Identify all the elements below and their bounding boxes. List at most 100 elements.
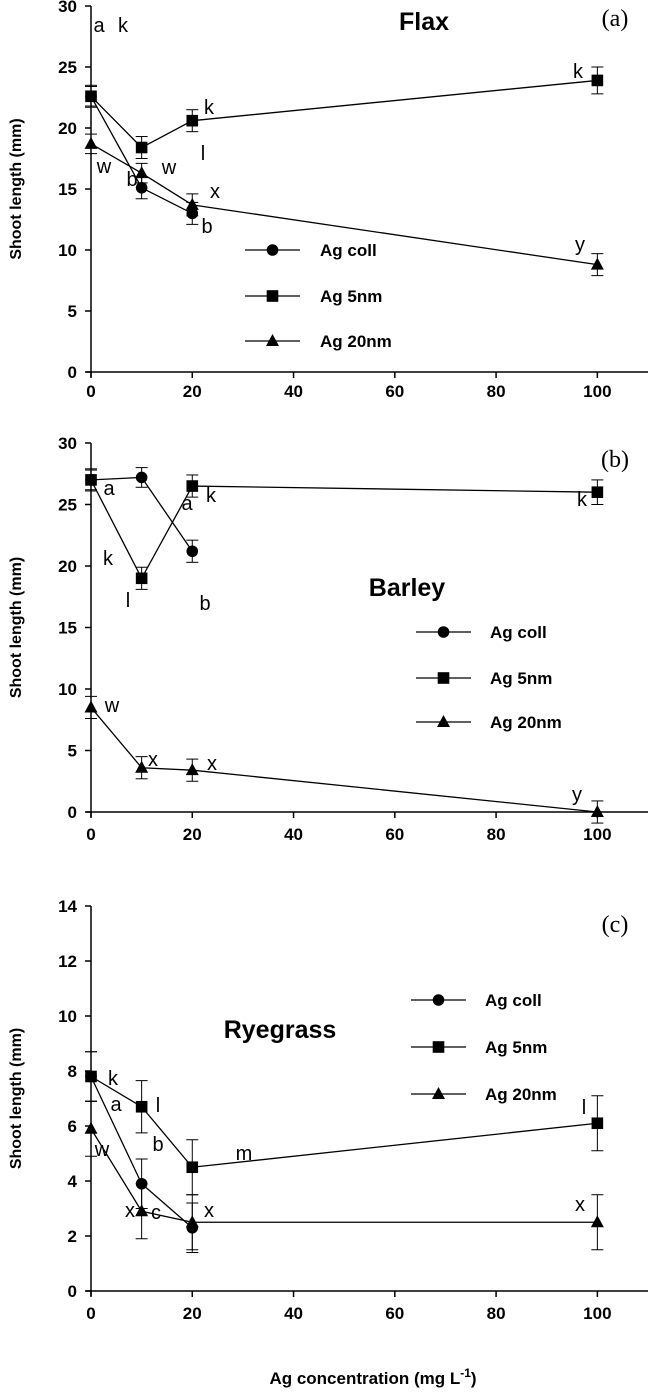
significance-letter: w (104, 695, 120, 717)
x-tick-label: 40 (284, 825, 303, 844)
legend: Ag coll Ag 5nm Ag 20nm (416, 623, 562, 732)
y-tick-label: 0 (68, 803, 77, 822)
x-tick-label: 60 (385, 1304, 404, 1323)
x-axis-label: Ag concentration (mg L-1) (269, 1366, 476, 1388)
panel-label: (a) (602, 6, 629, 32)
panel-label: (c) (602, 912, 629, 938)
legend-marker (266, 334, 279, 346)
legend-marker (437, 672, 450, 684)
significance-letter: b (126, 169, 137, 191)
series-triangle: w x x x (84, 1100, 604, 1251)
y-tick-label: 25 (58, 58, 77, 77)
panel-c: 0 2 4 6 8 10 12 14 0 20 40 60 80 100 Shoot length (mm)… (8, 897, 648, 1323)
significance-letter: l (156, 1095, 160, 1117)
y-tick-label: 6 (68, 1117, 77, 1136)
x-tick-label: 0 (86, 1304, 95, 1323)
data-point (84, 136, 98, 149)
series-line (90, 707, 598, 813)
x-tick-label: 100 (583, 382, 611, 401)
data-point (185, 197, 199, 210)
legend-marker (437, 626, 450, 638)
data-point (135, 1100, 148, 1113)
y-tick-label: 5 (68, 302, 77, 321)
data-point (135, 181, 148, 194)
significance-letter: y (572, 784, 582, 806)
x-tick-label: 100 (583, 825, 611, 844)
y-axis-label: Shoot length (mm) (8, 557, 25, 698)
legend-entry: Ag 5nm (485, 1038, 547, 1057)
data-point (135, 471, 148, 484)
chart-title: Flax (399, 8, 449, 36)
data-point (135, 166, 149, 179)
panel-b: 0 5 10 15 20 25 30 0 20 40 60 80 100 Shoot length (mm… (8, 434, 648, 844)
y-tick-label: 20 (58, 119, 77, 138)
significance-letter: k (206, 485, 217, 507)
y-tick-label: 15 (58, 619, 77, 638)
data-point (186, 545, 199, 558)
x-tick-label: 40 (284, 382, 303, 401)
significance-letter: l (126, 590, 130, 612)
x-tick-label: 0 (86, 825, 95, 844)
legend-entry: Ag 5nm (490, 669, 552, 688)
significance-letter: x (204, 1200, 214, 1222)
y-axis-label: Shoot length (mm) (8, 118, 25, 259)
significance-letter: m (236, 1143, 253, 1165)
data-point (85, 474, 97, 486)
y-tick-label: 0 (68, 363, 77, 382)
significance-letter: k (103, 548, 114, 570)
y-tick-label: 20 (58, 557, 77, 576)
significance-letter: w (161, 157, 177, 179)
y-tick-label: 5 (68, 742, 77, 761)
data-point (590, 257, 604, 270)
legend-entry: Ag 20nm (485, 1085, 557, 1104)
y-tick-label: 14 (58, 897, 77, 916)
y-axis-label: Shoot length (mm) (8, 1028, 25, 1169)
significance-letter: w (94, 1139, 110, 1161)
legend-entry: Ag 20nm (320, 332, 392, 351)
significance-letter: x (148, 749, 158, 771)
data-point (591, 74, 604, 87)
significance-letter: b (152, 1134, 163, 1156)
y-tick-label: 4 (68, 1172, 78, 1191)
x-tick-label: 20 (183, 1304, 202, 1323)
y-tick-label: 10 (58, 1007, 77, 1026)
data-point (590, 1215, 604, 1228)
data-point (135, 141, 148, 154)
legend-marker (432, 994, 445, 1006)
x-tick-label: 0 (86, 382, 95, 401)
legend-entry: Ag coll (490, 623, 547, 642)
panel-label: (b) (601, 447, 629, 473)
panel-a: 0 5 10 15 20 25 30 0 20 40 60 80 100 Shoot length (mm… (8, 0, 648, 401)
y-tick-label: 12 (58, 952, 77, 971)
chart-title: Barley (369, 574, 446, 602)
legend-marker (432, 1041, 445, 1053)
data-point (135, 760, 149, 773)
series-line (90, 1128, 598, 1223)
x-tick-label: 80 (487, 825, 506, 844)
y-tick-label: 8 (68, 1062, 77, 1081)
significance-letter: k (204, 97, 215, 119)
legend-entry: Ag 20nm (490, 713, 562, 732)
y-tick-label: 10 (58, 680, 77, 699)
significance-letter: x (210, 181, 220, 203)
x-tick-label: 60 (385, 825, 404, 844)
x-tick-label: 100 (583, 1304, 611, 1323)
significance-letter: a (181, 493, 193, 515)
x-tick-label: 80 (487, 382, 506, 401)
significance-letter: k (118, 15, 129, 37)
x-tick-label: 20 (183, 825, 202, 844)
legend-entry: Ag 5nm (320, 287, 382, 306)
series-square: k l m l (85, 1051, 604, 1196)
legend-marker (437, 715, 450, 727)
significance-letter: x (125, 1200, 135, 1222)
significance-letter: x (207, 753, 217, 775)
legend-entry: Ag coll (485, 991, 542, 1010)
series-line (90, 1075, 598, 1168)
significance-letter: k (573, 61, 584, 83)
y-tick-label: 30 (58, 434, 77, 453)
significance-letter: l (201, 143, 205, 165)
x-tick-label: 40 (284, 1304, 303, 1323)
significance-letter: l (582, 1097, 586, 1119)
series-square: k l k k (85, 15, 604, 165)
